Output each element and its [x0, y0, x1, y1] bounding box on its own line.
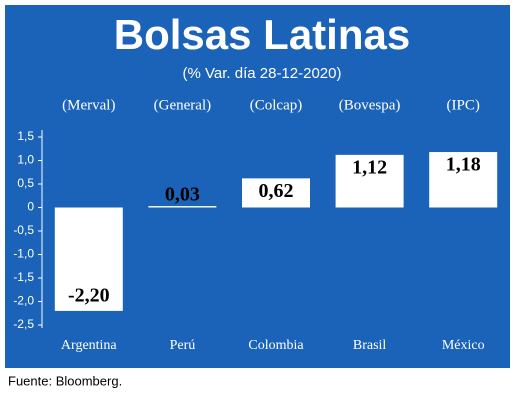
x-tick-label: Perú: [170, 338, 196, 353]
value-label: -2,20: [68, 284, 110, 306]
y-tick-label: 1,0: [17, 153, 34, 167]
x-tick-label: México: [442, 338, 485, 353]
chart-subtitle: (% Var. día 28-12-2020): [183, 65, 342, 82]
value-label: 1,12: [352, 156, 387, 178]
y-tick-label: 0,5: [17, 176, 34, 190]
index-label: (IPC): [447, 97, 480, 113]
index-label: (Merval): [62, 97, 115, 113]
chart-title: Bolsas Latinas: [114, 11, 410, 58]
x-tick-label: Colombia: [248, 338, 304, 353]
bar: [54, 207, 123, 311]
source: Fuente: Bloomberg.: [8, 373, 122, 388]
index-label: (General): [154, 97, 211, 113]
y-tick-label: -2,5: [13, 317, 34, 331]
y-tick-label: -2,0: [13, 294, 34, 308]
bar: [242, 178, 310, 208]
bar: [335, 154, 404, 208]
y-tick-label: -1,5: [13, 270, 34, 284]
index-label: (Bovespa): [339, 97, 401, 113]
value-label: 0,62: [259, 180, 294, 202]
bar: [148, 206, 217, 208]
x-tick-label: Argentina: [61, 338, 118, 353]
index-label: (Colcap): [250, 97, 302, 113]
y-tick-label: 0: [27, 200, 34, 214]
value-label: 0,03: [165, 184, 200, 206]
y-tick-label: -1,0: [13, 247, 34, 261]
y-tick-label: 1,5: [17, 129, 34, 143]
y-tick-label: -0,5: [13, 223, 34, 237]
bar: [429, 152, 498, 208]
x-tick-label: Brasil: [353, 338, 387, 353]
value-label: 1,18: [446, 154, 481, 176]
